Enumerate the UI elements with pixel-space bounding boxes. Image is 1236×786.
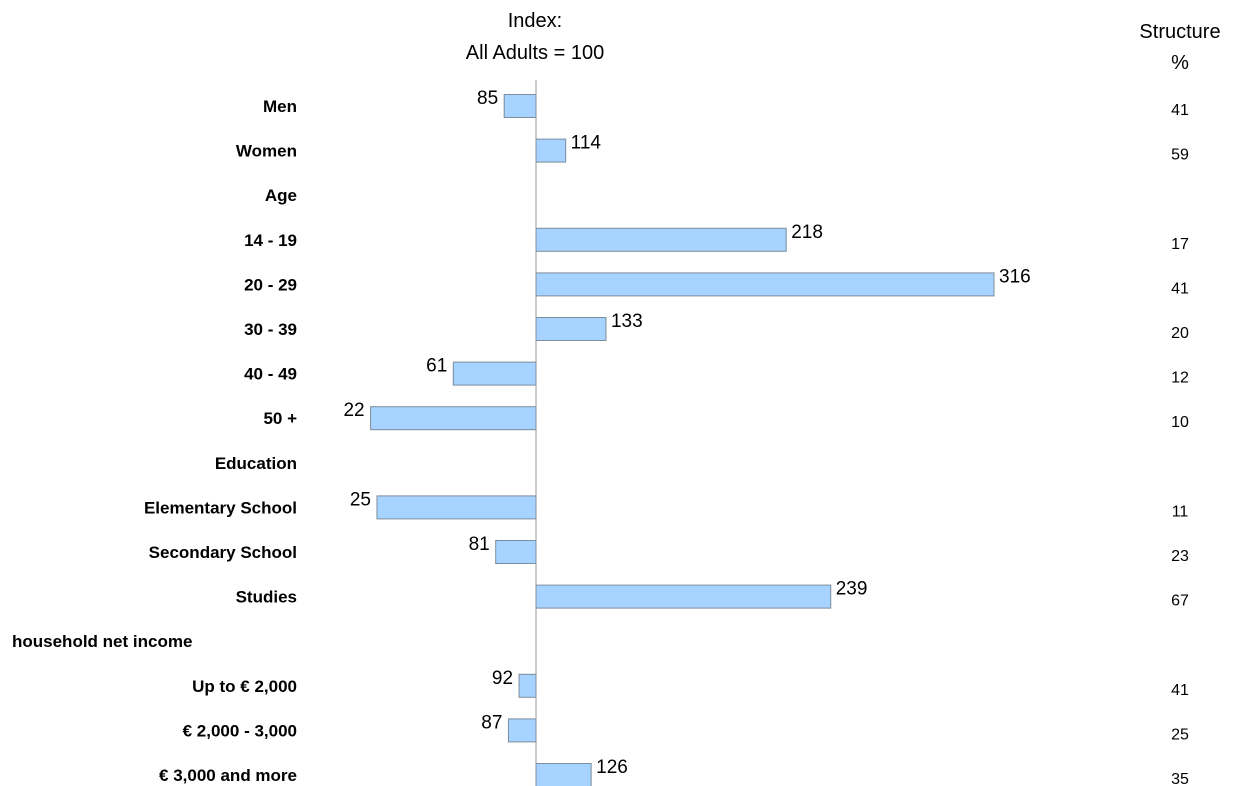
value-label: 239 [836, 579, 868, 600]
structure-value: 17 [1171, 236, 1189, 253]
index-header-line1: Index: [508, 10, 562, 32]
row-label: 50 + [263, 409, 297, 428]
structure-value: 67 [1171, 593, 1189, 610]
structure-value: 10 [1171, 414, 1189, 431]
value-label: 61 [426, 356, 447, 377]
structure-value: 20 [1171, 325, 1189, 342]
value-label: 218 [791, 222, 823, 243]
structure-value: 41 [1171, 280, 1189, 297]
value-label: 133 [611, 311, 643, 332]
row-label: Women [236, 142, 297, 161]
bar [452, 361, 537, 386]
bar [535, 317, 607, 341]
value-label: 25 [350, 489, 371, 510]
section-heading: Age [265, 186, 297, 205]
row-label: Elementary School [144, 498, 297, 517]
row-label: Secondary School [149, 543, 297, 562]
structure-header-line2: % [1171, 52, 1189, 74]
section-heading: Education [215, 454, 297, 473]
row-label: 30 - 39 [244, 320, 297, 339]
row-label: Studies [236, 588, 297, 607]
row-label: 20 - 29 [244, 275, 297, 294]
bar [518, 673, 537, 698]
row-label: € 3,000 and more [159, 766, 297, 785]
value-label: 114 [571, 133, 602, 154]
chart-rows: Men 85 41 Women 114 59 Age 14 - 19 218 17 20 - 29 3… [12, 88, 1189, 786]
bar [503, 94, 537, 118]
structure-value: 23 [1171, 548, 1189, 565]
value-label: 22 [343, 400, 364, 421]
value-label: 87 [481, 712, 502, 733]
index-header-line2: All Adults = 100 [466, 42, 604, 64]
bar [535, 138, 567, 163]
value-label: 85 [477, 88, 498, 109]
bar [507, 718, 537, 743]
value-label: 92 [492, 668, 513, 689]
bar [535, 763, 592, 786]
section-heading: household net income [12, 632, 192, 651]
structure-value: 35 [1171, 771, 1189, 786]
structure-value: 25 [1171, 726, 1189, 743]
row-label: Men [263, 97, 297, 116]
structure-value: 41 [1171, 682, 1189, 699]
bar [535, 584, 832, 609]
value-label: 126 [596, 757, 628, 778]
bar [495, 540, 537, 564]
structure-value: 59 [1171, 147, 1189, 164]
row-label: € 2,000 - 3,000 [183, 721, 297, 740]
structure-value: 12 [1171, 370, 1189, 387]
structure-value: 41 [1171, 102, 1189, 119]
row-label: 40 - 49 [244, 365, 297, 384]
value-label: 81 [469, 534, 490, 555]
bar [376, 495, 537, 520]
structure-value: 11 [1172, 503, 1189, 520]
structure-header-line1: Structure [1139, 21, 1220, 43]
bar [535, 272, 995, 297]
value-label: 316 [999, 266, 1031, 287]
bar [535, 227, 787, 252]
row-label: 14 - 19 [244, 231, 297, 250]
bar [370, 406, 537, 431]
row-label: Up to € 2,000 [192, 677, 297, 696]
